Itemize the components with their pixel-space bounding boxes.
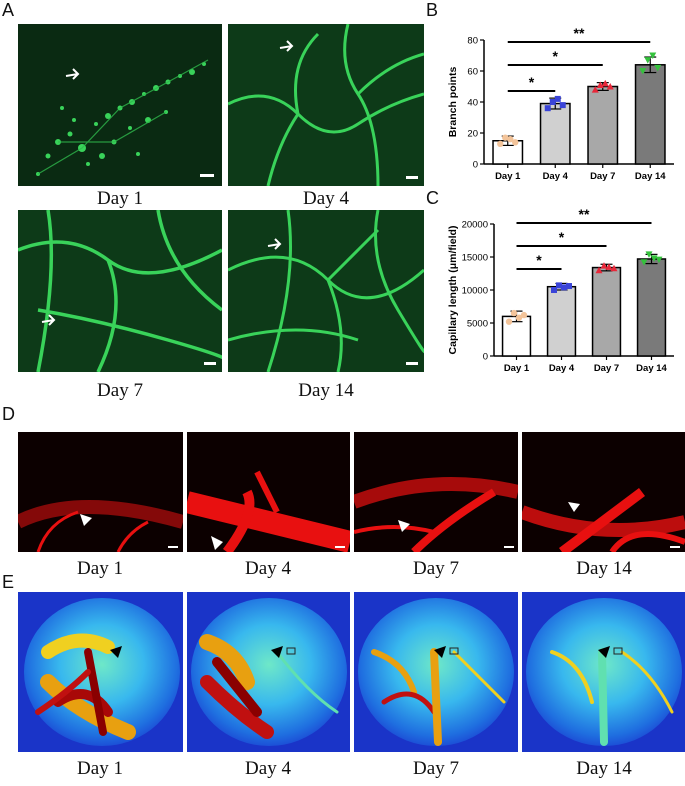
chart-b-y-axis-label: Branch points: [447, 67, 459, 138]
caption-e-day1: Day 1: [77, 758, 123, 779]
image-e-day4: [187, 592, 350, 752]
chart-b-ytick-label: 60: [467, 67, 478, 78]
chart-b-point: [507, 136, 514, 143]
chart-b-significance-label: **: [574, 25, 585, 41]
panel-label-e: E: [2, 572, 15, 592]
chart-c-ytick-label: 20000: [462, 220, 488, 231]
chart-b-point: [649, 52, 657, 59]
chart-c-point: [515, 314, 523, 321]
chart-b-ytick-label: 0: [473, 160, 478, 171]
panel-label-b: B: [426, 0, 439, 20]
chart-c-y-axis-label: Capillary length (μm/field): [447, 226, 459, 355]
chart-c-xtick-label: Day 14: [636, 363, 667, 374]
chart-b-ytick-label: 80: [467, 36, 478, 47]
caption-e-day7: Day 7: [413, 758, 459, 779]
chart-b-significance-label: *: [553, 48, 559, 64]
chart-b-point: [497, 140, 504, 148]
chart-c-point: [510, 309, 518, 317]
chart-b-point: [606, 83, 614, 90]
chart-b-point: [549, 99, 556, 105]
chart-b-point: [654, 64, 662, 72]
chart-c-ytick-label: 0: [483, 352, 488, 363]
chart-c-point: [551, 287, 557, 293]
caption-d-day4: Day 4: [245, 558, 291, 579]
chart-c-bar: [546, 285, 577, 357]
image-e-day7: [354, 592, 518, 752]
chart-b-significance-label: *: [529, 74, 535, 90]
caption-a-day7: Day 7: [97, 380, 143, 401]
chart-c-significance-label: **: [579, 208, 590, 222]
caption-a-day4: Day 4: [303, 188, 349, 209]
chart-b-point: [601, 79, 609, 87]
image-a-day4: [228, 24, 424, 186]
chart-b-bar: [634, 64, 666, 165]
chart-b-ytick-label: 40: [467, 98, 478, 109]
chart-c-point: [520, 311, 528, 319]
chart-c-bar: [636, 258, 667, 357]
caption-e-day4: Day 4: [245, 758, 291, 779]
chart-b-point: [644, 57, 652, 64]
caption-d-day1: Day 1: [77, 558, 123, 579]
image-a-day7: [18, 210, 222, 372]
image-a-day14: [228, 210, 424, 372]
chart-c-ytick-label: 5000: [467, 319, 488, 330]
chart-c-bar: [591, 266, 622, 357]
caption-e-day14: Day 14: [576, 758, 632, 779]
chart-c-point: [600, 262, 608, 269]
caption-d-day14: Day 14: [576, 558, 632, 579]
panel-label-a: A: [2, 0, 15, 20]
chart-c-xtick-label: Day 1: [504, 363, 530, 374]
image-e-day14: [522, 592, 685, 752]
chart-b-xtick-label: Day 4: [543, 171, 569, 182]
chart-b-bar: [587, 85, 619, 165]
chart-c-significance-label: *: [536, 252, 542, 268]
chart-b-xtick-label: Day 1: [495, 171, 521, 182]
chart-c-point: [566, 283, 572, 290]
image-a-day1: [18, 24, 222, 186]
chart-b-point: [544, 105, 551, 112]
image-d-day7: [354, 432, 518, 552]
chart-b-xtick-label: Day 14: [635, 171, 666, 182]
image-d-day4: [187, 432, 350, 552]
panel-label-d: D: [2, 404, 15, 424]
chart-c-point: [645, 251, 653, 258]
chart-b-point: [639, 68, 647, 75]
panel-label-c: C: [426, 188, 439, 208]
image-d-day1: [18, 432, 183, 552]
chart-c-point: [556, 282, 562, 289]
caption-a-day1: Day 1: [97, 188, 143, 209]
image-d-day14: [522, 432, 685, 552]
chart-c-xtick-label: Day 7: [594, 363, 619, 374]
chart-c-point: [561, 284, 567, 291]
chart-c-ytick-label: 10000: [462, 286, 488, 297]
chart-c-ytick-label: 15000: [462, 253, 488, 264]
image-e-day1: [18, 592, 183, 752]
chart-b-point: [512, 139, 519, 146]
chart-c-point: [610, 264, 618, 272]
chart-c-point: [640, 259, 648, 266]
chart-c-point: [605, 263, 613, 270]
caption-d-day7: Day 7: [413, 558, 459, 579]
chart-b: 0 20 40 60 80 Branch points Day 1 Day 4 Day 7 Day…: [447, 25, 674, 182]
chart-b-point: [502, 134, 509, 141]
chart-b-point: [554, 95, 561, 102]
chart-c-point: [505, 318, 513, 325]
chart-c-significance-label: *: [559, 229, 565, 245]
chart-b-ytick-label: 20: [467, 129, 478, 140]
chart-b-bar: [539, 102, 571, 165]
chart-b-point: [559, 102, 566, 109]
caption-a-day14: Day 14: [298, 380, 354, 401]
chart-c-point: [595, 266, 603, 274]
chart-c-xtick-label: Day 4: [549, 363, 575, 374]
chart-b-point: [591, 86, 599, 93]
chart-b-xtick-label: Day 7: [590, 171, 615, 182]
chart-c-point: [655, 256, 663, 264]
